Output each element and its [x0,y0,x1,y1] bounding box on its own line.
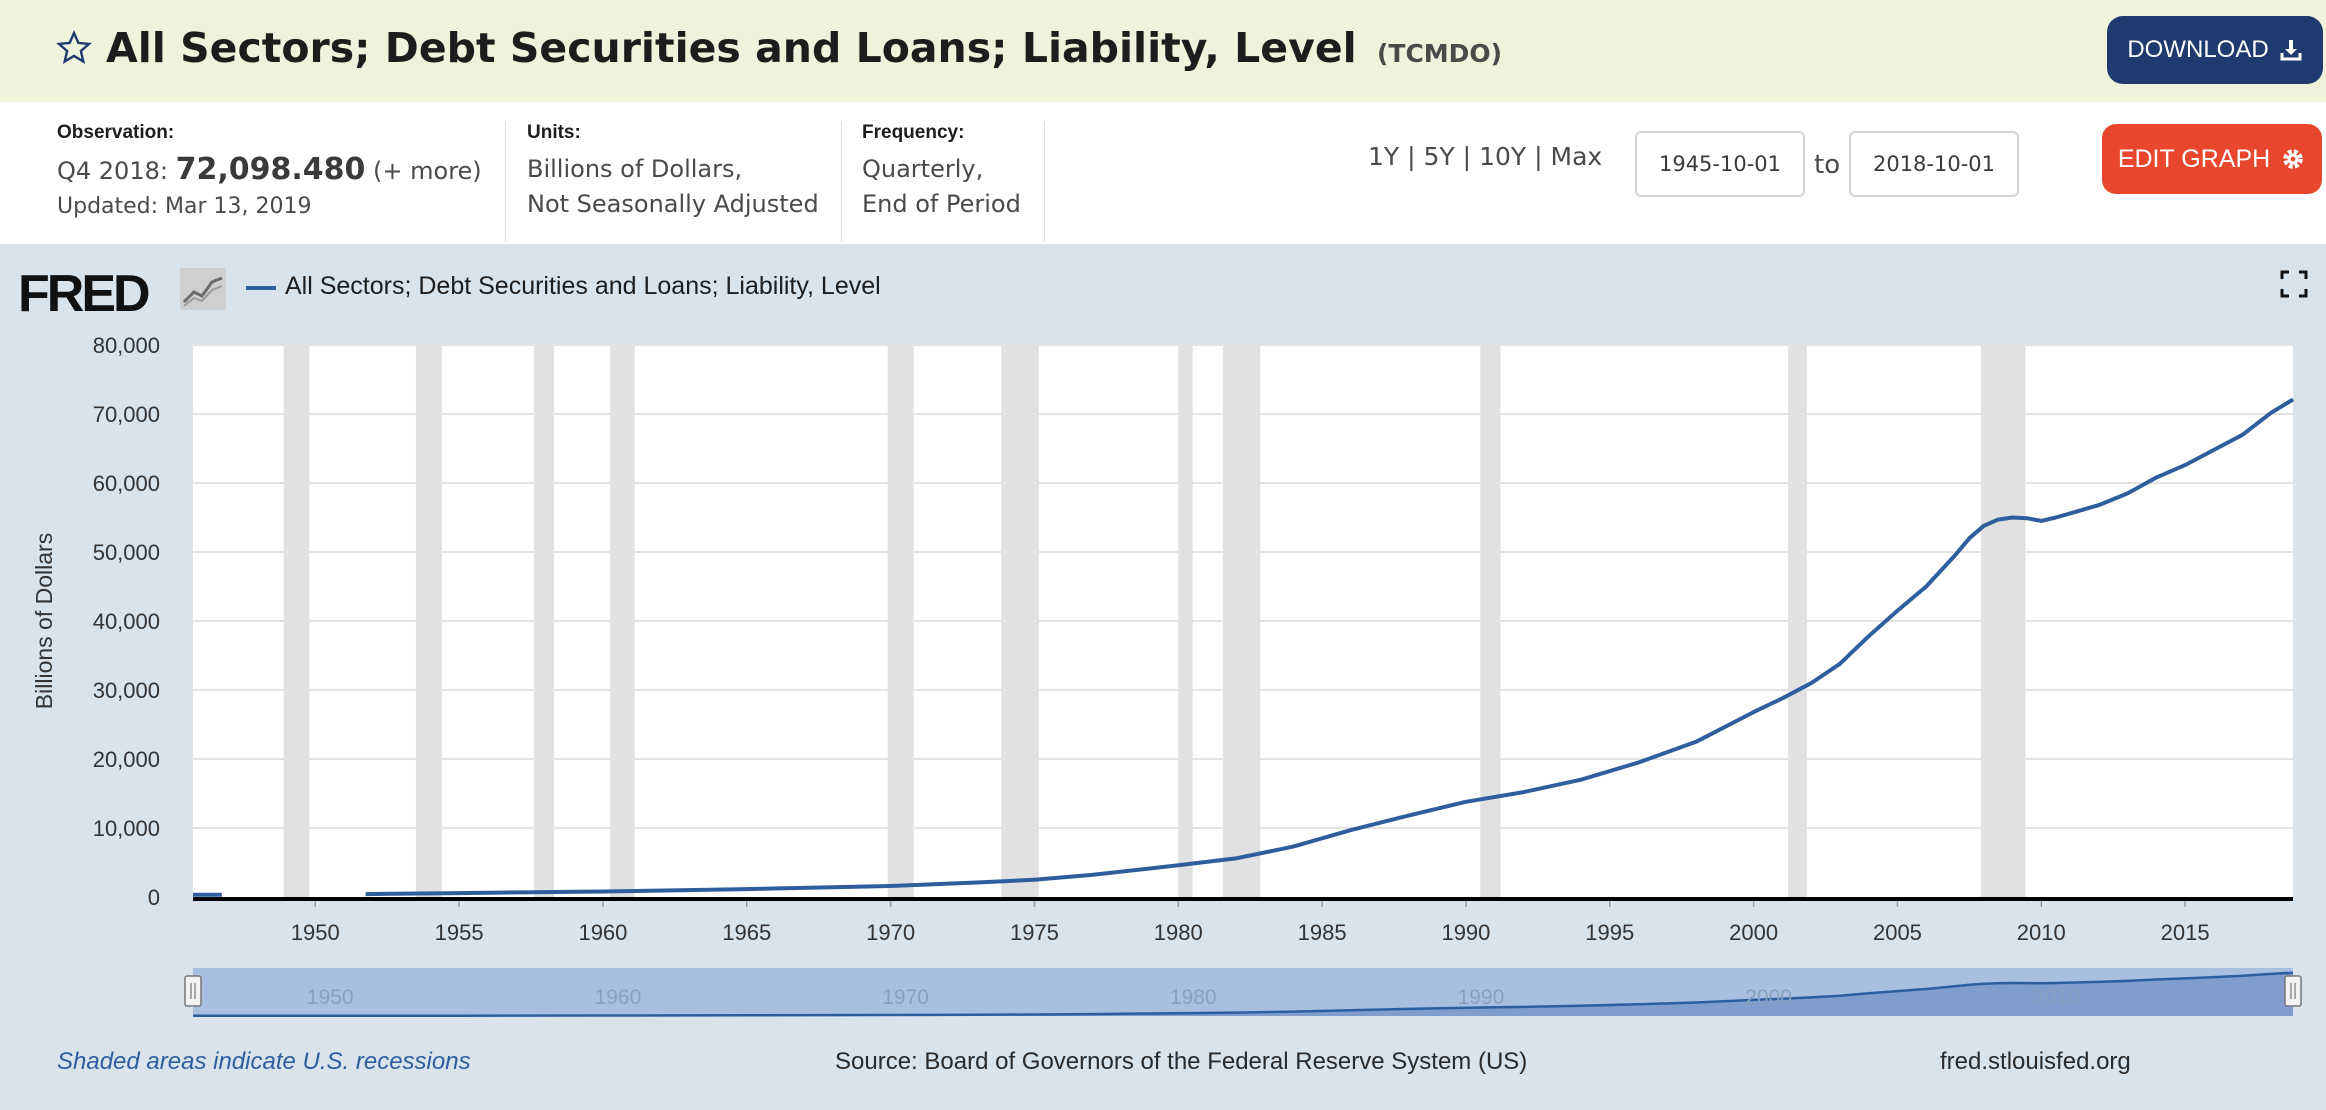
y-axis-title: Billions of Dollars [31,533,57,709]
divider [505,122,506,242]
fred-chart-icon [180,268,226,310]
x-tick-label: 1950 [291,920,340,945]
units-label: Units: [527,122,581,143]
range-separator: | [1407,142,1416,171]
x-tick-label: 2010 [2017,920,2066,945]
y-tick-label: 50,000 [93,540,160,565]
y-tick-label: 40,000 [93,609,160,634]
x-tick-label: 1990 [1441,920,1490,945]
metadata-row: Observation: Q4 2018: 72,098.480 (+ more… [0,102,2326,244]
x-tick-label: 1955 [435,920,484,945]
observation-line: Q4 2018: 72,098.480 (+ more) [57,152,482,189]
observation-period: Q4 2018: [57,157,168,185]
page-title: All Sectors; Debt Securities and Loans; … [106,24,1502,72]
y-tick-label: 30,000 [93,678,160,703]
x-tick-label: 1960 [578,920,627,945]
observation-block: Observation: Q4 2018: 72,098.480 (+ more… [57,122,482,224]
range-10y-button[interactable]: 10Y [1479,142,1527,171]
frequency-line2: End of Period [862,190,1021,218]
navigator-tick-label: 1950 [307,986,354,1009]
date-to-label: to [1814,150,1841,180]
navigator-handle[interactable] [184,975,202,1007]
x-tick-label: 1980 [1154,920,1203,945]
recession-note-link[interactable]: Shaded areas indicate U.S. recessions [57,1048,471,1075]
frequency-line1: Quarterly, [862,155,984,183]
y-tick-label: 0 [148,885,160,910]
fullscreen-icon[interactable] [2280,270,2308,298]
navigator-tick-label: 1960 [595,986,642,1009]
units-line1: Billions of Dollars, [527,155,743,183]
gear-icon [2283,149,2303,169]
line-chart[interactable]: 0 10,000 20,000 30,000 40,000 50,000 60,000 70,… [0,244,2326,1034]
y-tick-label: 80,000 [93,333,160,358]
range-separator: | [1462,142,1472,171]
navigator-area [193,972,2293,1016]
frequency-label: Frequency: [862,122,965,143]
observation-label: Observation: [57,122,175,143]
units-block: Units: Billions of Dollars, Not Seasonal… [527,122,819,222]
x-tick-label: 2000 [1729,920,1778,945]
range-5y-button[interactable]: 5Y [1423,142,1455,171]
navigator-tick-label: 2000 [1745,986,1792,1009]
download-icon [2280,40,2302,61]
navigator-tick-label: 1990 [1458,986,1505,1009]
fred-logo[interactable]: FRED [18,265,151,323]
x-tick-label: 2015 [2161,920,2210,945]
legend-swatch [246,286,276,290]
navigator-tick-label: 1980 [1170,986,1217,1009]
x-tick-label: 1985 [1298,920,1347,945]
y-tick-label: 20,000 [93,747,160,772]
end-date-input[interactable]: 2018-10-01 [1849,131,2019,197]
x-tick-label: 1970 [866,920,915,945]
navigator-tick-label: 2010 [2033,986,2080,1009]
divider [1044,122,1045,242]
navigator-line [193,971,2294,1018]
edit-graph-button[interactable]: EDIT GRAPH [2102,124,2322,194]
range-selector: 1Y | 5Y | 10Y | Max [1368,142,1602,171]
x-tick-label: 1965 [722,920,771,945]
y-tick-label: 10,000 [93,816,160,841]
source-note: Source: Board of Governors of the Federa… [835,1048,1528,1075]
legend-label: All Sectors; Debt Securities and Loans; … [285,272,881,300]
y-tick-label: 70,000 [93,402,160,427]
download-button[interactable]: DOWNLOAD [2107,16,2323,84]
x-tick-label: 1975 [1010,920,1059,945]
favorite-star-icon[interactable] [56,30,92,66]
edit-graph-label: EDIT GRAPH [2117,144,2271,173]
range-separator: | [1534,142,1543,171]
start-date-input[interactable]: 1945-10-01 [1635,131,1805,197]
divider [841,122,842,242]
range-1y-button[interactable]: 1Y [1368,142,1400,171]
y-tick-label: 60,000 [93,471,160,496]
x-tick-label: 1995 [1585,920,1634,945]
series-line [365,397,2295,897]
header-bar: All Sectors; Debt Securities and Loans; … [0,0,2326,102]
updated-date: Updated: Mar 13, 2019 [57,194,312,219]
units-line2: Not Seasonally Adjusted [527,190,819,218]
series-title: All Sectors; Debt Securities and Loans; … [106,24,1357,72]
navigator-tick-label: 1970 [882,986,929,1009]
download-label: DOWNLOAD [2127,36,2269,63]
fred-url-link[interactable]: fred.stlouisfed.org [1940,1048,2131,1075]
navigator-handle[interactable] [2284,975,2302,1007]
observation-value: 72,098.480 [175,152,366,187]
x-tick-label: 2005 [1873,920,1922,945]
series-id: (TCMDO) [1376,39,1503,68]
graph-panel: FRED All Sectors; Debt Securities and Lo… [0,244,2326,1110]
range-max-button[interactable]: Max [1550,142,1603,171]
frequency-block: Frequency: Quarterly, End of Period [862,122,1021,222]
observation-more-link[interactable]: (+ more) [373,157,482,185]
